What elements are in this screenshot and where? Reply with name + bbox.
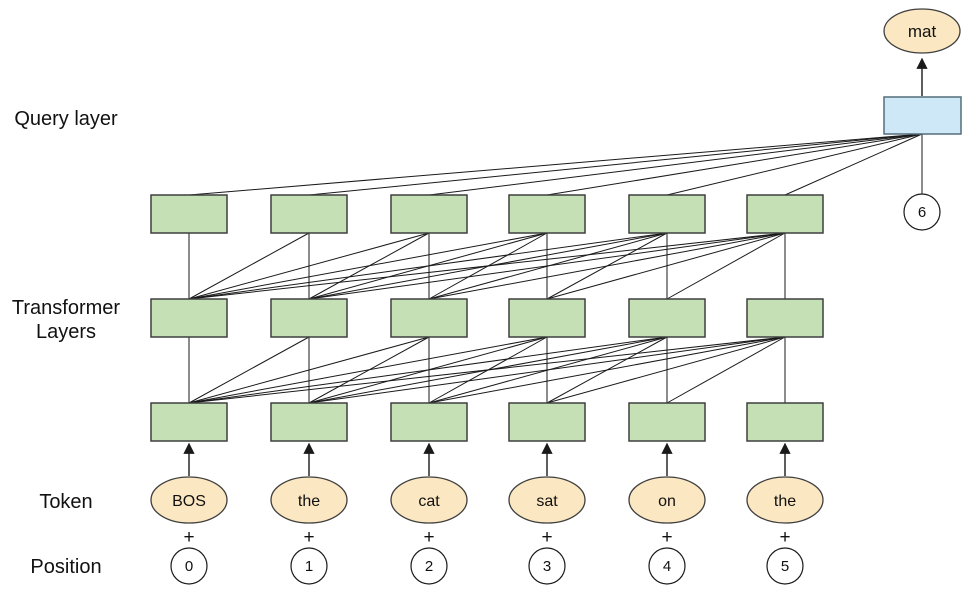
transformer-layers-label-line2: Layers xyxy=(36,321,96,343)
query-layer-label: Query layer xyxy=(14,108,118,130)
position-circle-1 xyxy=(290,547,328,585)
position-text-3: 3 xyxy=(543,558,551,575)
token-ellipse-2 xyxy=(390,476,468,524)
transformer-block-layer0-pos3 xyxy=(508,194,586,234)
position-label: Position xyxy=(30,556,101,578)
attention-line-l1-from5-to3 xyxy=(546,336,786,404)
attention-line-l0-from3-to0 xyxy=(188,232,548,300)
token-text-1: the xyxy=(298,493,320,510)
transformer-layers-label-line1: Transformer xyxy=(12,297,121,319)
attention-line-l0-from2-to0 xyxy=(188,232,430,300)
transformer-block-layer0-pos0 xyxy=(150,194,228,234)
position-circle-3 xyxy=(528,547,566,585)
attention-line-l1-from4-to0 xyxy=(188,336,668,404)
position-text-0: 0 xyxy=(185,558,193,575)
attention-line-l1-from5-to2 xyxy=(428,336,786,404)
attention-line-l1-from5-to4 xyxy=(666,336,786,404)
attention-line-l1-from1-to0 xyxy=(188,336,310,404)
query-attention-line-4 xyxy=(666,133,923,196)
token-text-0: BOS xyxy=(172,493,206,510)
transformer-block-layer0-pos4 xyxy=(628,194,706,234)
token-text-5: the xyxy=(774,493,796,510)
plus-sign-2: + xyxy=(423,527,434,548)
plus-sign-4: + xyxy=(661,527,672,548)
token-ellipse-5 xyxy=(746,476,824,524)
transformer-block-layer2-pos3 xyxy=(508,402,586,442)
token-ellipse-0 xyxy=(150,476,228,524)
transformer-block-layer2-pos2 xyxy=(390,402,468,442)
position-text-1: 1 xyxy=(305,558,313,575)
position-circle-5 xyxy=(766,547,804,585)
position-text-5: 5 xyxy=(781,558,789,575)
attention-line-l1-from5-to1 xyxy=(308,336,786,404)
position-text-2: 2 xyxy=(425,558,433,575)
plus-sign-1: + xyxy=(303,527,314,548)
query-attention-line-5 xyxy=(784,133,923,196)
attention-line-l0-from1-to0 xyxy=(188,232,310,300)
diagram-nodes: BOS +0 the +1 cat +2 sat +3 on +4 the +5 xyxy=(150,194,824,585)
attention-line-l1-from2-to0 xyxy=(188,336,430,404)
attention-line-l0-from5-to4 xyxy=(666,232,786,300)
attention-line-l1-from3-to0 xyxy=(188,336,548,404)
transformer-block-layer0-pos2 xyxy=(390,194,468,234)
transformer-block-layer0-pos5 xyxy=(746,194,824,234)
query-attention-line-3 xyxy=(546,133,923,196)
attention-line-l0-from5-to3 xyxy=(546,232,786,300)
token-label: Token xyxy=(39,491,92,513)
query-attention-line-1 xyxy=(308,133,923,196)
token-ellipse-4 xyxy=(628,476,706,524)
connection-lines xyxy=(188,133,923,404)
attention-line-l1-from5-to0 xyxy=(188,336,786,404)
output-token-ellipse xyxy=(883,8,961,54)
output-token-text: mat xyxy=(908,22,937,41)
query-attention-line-0 xyxy=(188,133,923,196)
query-position-circle xyxy=(903,193,941,231)
position-circle-0 xyxy=(170,547,208,585)
plus-sign-3: + xyxy=(541,527,552,548)
transformer-block-layer1-pos5 xyxy=(746,298,824,338)
query-attention-line-2 xyxy=(428,133,923,196)
transformer-block-layer2-pos5 xyxy=(746,402,824,442)
query-layer-box xyxy=(883,96,962,135)
plus-sign-5: + xyxy=(779,527,790,548)
attention-line-l0-from5-to1 xyxy=(308,232,786,300)
transformer-block-layer2-pos0 xyxy=(150,402,228,442)
token-ellipse-3 xyxy=(508,476,586,524)
query-position-text: 6 xyxy=(918,204,926,221)
transformer-block-layer1-pos0 xyxy=(150,298,228,338)
token-ellipse-1 xyxy=(270,476,348,524)
transformer-block-layer1-pos1 xyxy=(270,298,348,338)
transformer-block-layer0-pos1 xyxy=(270,194,348,234)
position-text-4: 4 xyxy=(663,558,671,575)
token-text-3: sat xyxy=(536,493,558,510)
transformer-block-layer2-pos1 xyxy=(270,402,348,442)
attention-line-l0-from5-to0 xyxy=(188,232,786,300)
position-circle-2 xyxy=(410,547,448,585)
transformer-block-layer1-pos4 xyxy=(628,298,706,338)
transformer-block-layer1-pos3 xyxy=(508,298,586,338)
token-text-2: cat xyxy=(418,493,440,510)
transformer-block-layer1-pos2 xyxy=(390,298,468,338)
attention-line-l0-from5-to2 xyxy=(428,232,786,300)
token-text-4: on xyxy=(658,493,676,510)
position-circle-4 xyxy=(648,547,686,585)
attention-line-l0-from4-to0 xyxy=(188,232,668,300)
plus-sign-0: + xyxy=(183,527,194,548)
transformer-block-layer2-pos4 xyxy=(628,402,706,442)
